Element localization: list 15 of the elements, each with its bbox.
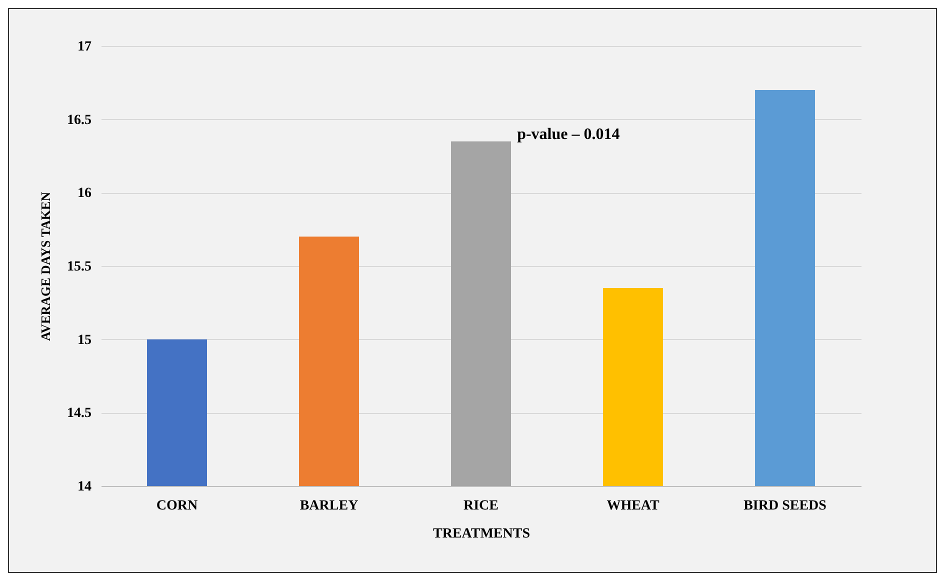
annotation: p-value – 0.014 bbox=[517, 126, 620, 143]
x-tick-label: BARLEY bbox=[300, 498, 358, 514]
x-tick-label: BIRD SEEDS bbox=[744, 498, 827, 514]
x-tick-label: CORN bbox=[156, 498, 198, 514]
y-tick-label: 14 bbox=[78, 480, 92, 494]
x-tick-label: RICE bbox=[463, 498, 499, 514]
y-tick-label: 14.5 bbox=[67, 406, 92, 422]
y-tick-label: 16 bbox=[78, 186, 92, 202]
x-tick-label: WHEAT bbox=[606, 498, 660, 514]
y-axis-title: AVERAGE DAYS TAKEN bbox=[38, 191, 53, 342]
y-tick-label: 15.5 bbox=[67, 260, 92, 274]
y-tick-label: 15 bbox=[78, 332, 92, 348]
y-tick-label: 16.5 bbox=[67, 112, 92, 128]
y-tick-label: 17 bbox=[78, 40, 92, 54]
x-axis-title: TREATMENTS bbox=[433, 526, 530, 542]
